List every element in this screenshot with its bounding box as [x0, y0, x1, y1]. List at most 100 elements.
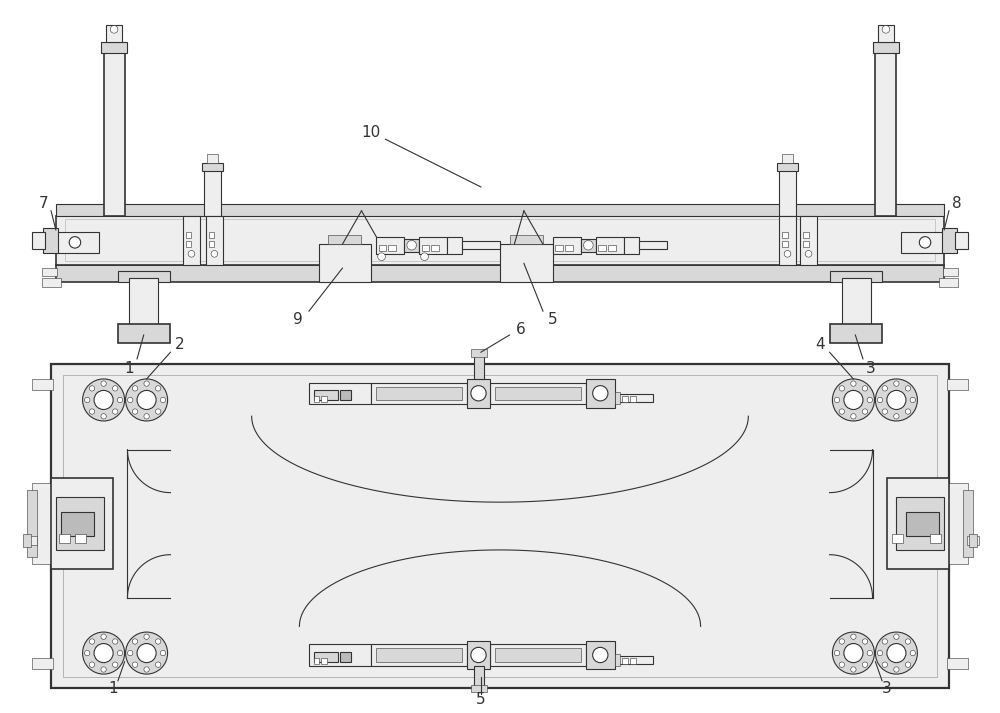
Bar [967, 535, 979, 545]
Circle shape [905, 409, 911, 414]
Circle shape [862, 662, 868, 667]
Bar [328, 235, 361, 245]
Circle shape [144, 634, 149, 640]
Bar [495, 386, 581, 400]
Circle shape [910, 397, 915, 403]
Text: 3: 3 [866, 361, 875, 376]
Bar [371, 383, 467, 404]
Bar [615, 394, 653, 402]
Bar [314, 396, 319, 402]
Bar [314, 652, 338, 662]
Bar [942, 228, 957, 253]
Bar [803, 242, 809, 247]
Circle shape [128, 650, 133, 656]
Bar [75, 534, 86, 543]
Circle shape [85, 650, 90, 656]
Bar [319, 245, 371, 282]
Bar [32, 483, 53, 564]
Circle shape [160, 397, 166, 403]
Circle shape [85, 397, 90, 403]
Bar [63, 375, 937, 677]
Bar [830, 271, 882, 282]
Text: 6: 6 [516, 322, 526, 337]
Circle shape [378, 253, 385, 260]
Circle shape [844, 644, 863, 662]
Circle shape [144, 381, 149, 386]
Bar [376, 237, 404, 254]
Bar [206, 215, 223, 265]
Bar [842, 277, 871, 325]
Bar [65, 220, 935, 262]
Circle shape [155, 409, 161, 414]
Bar [596, 237, 624, 254]
Bar [495, 648, 581, 662]
Bar [615, 654, 620, 665]
Bar [447, 237, 462, 254]
Bar [873, 42, 899, 53]
Circle shape [862, 409, 868, 414]
Bar [379, 245, 386, 251]
Bar [23, 534, 31, 547]
Circle shape [882, 26, 890, 34]
Circle shape [877, 650, 883, 656]
Circle shape [593, 386, 608, 401]
Circle shape [421, 253, 428, 260]
Circle shape [882, 386, 887, 391]
Text: 7: 7 [39, 195, 48, 211]
Bar [630, 396, 636, 402]
Circle shape [584, 240, 593, 250]
Bar [803, 232, 809, 237]
Bar [51, 478, 113, 569]
Bar [777, 163, 798, 170]
Bar [32, 379, 53, 391]
Bar [209, 232, 214, 237]
Text: 3: 3 [882, 681, 892, 696]
Bar [404, 239, 419, 252]
Bar [419, 237, 447, 254]
Bar [630, 658, 636, 664]
Bar [61, 512, 94, 535]
Bar [422, 245, 429, 251]
Circle shape [839, 409, 845, 414]
Bar [340, 391, 351, 400]
Bar [340, 652, 351, 662]
Bar [467, 641, 490, 670]
Circle shape [832, 632, 874, 674]
Circle shape [113, 639, 118, 644]
Circle shape [882, 409, 887, 414]
Bar [586, 641, 615, 670]
Bar [51, 364, 949, 689]
Bar [376, 386, 462, 400]
Bar [202, 163, 223, 170]
Circle shape [128, 397, 133, 403]
Circle shape [132, 639, 138, 644]
Bar [896, 498, 944, 550]
Circle shape [89, 409, 95, 414]
Bar [565, 245, 573, 251]
Bar [555, 245, 563, 251]
Circle shape [83, 379, 125, 421]
Circle shape [851, 634, 856, 640]
Circle shape [851, 414, 856, 419]
Bar [321, 396, 327, 402]
Circle shape [101, 667, 106, 672]
Bar [878, 24, 894, 42]
Text: 5: 5 [548, 312, 557, 327]
Circle shape [101, 634, 106, 640]
Text: 1: 1 [108, 681, 118, 696]
Bar [309, 383, 371, 404]
Circle shape [188, 250, 195, 257]
Circle shape [144, 414, 149, 419]
Bar [474, 665, 484, 689]
Circle shape [905, 386, 911, 391]
Bar [43, 228, 58, 253]
Circle shape [132, 409, 138, 414]
Bar [553, 237, 581, 254]
Bar [930, 534, 941, 543]
Bar [207, 153, 218, 163]
Bar [186, 232, 191, 237]
Bar [598, 245, 606, 251]
Bar [887, 478, 949, 569]
Bar [490, 383, 586, 404]
Bar [622, 396, 628, 402]
